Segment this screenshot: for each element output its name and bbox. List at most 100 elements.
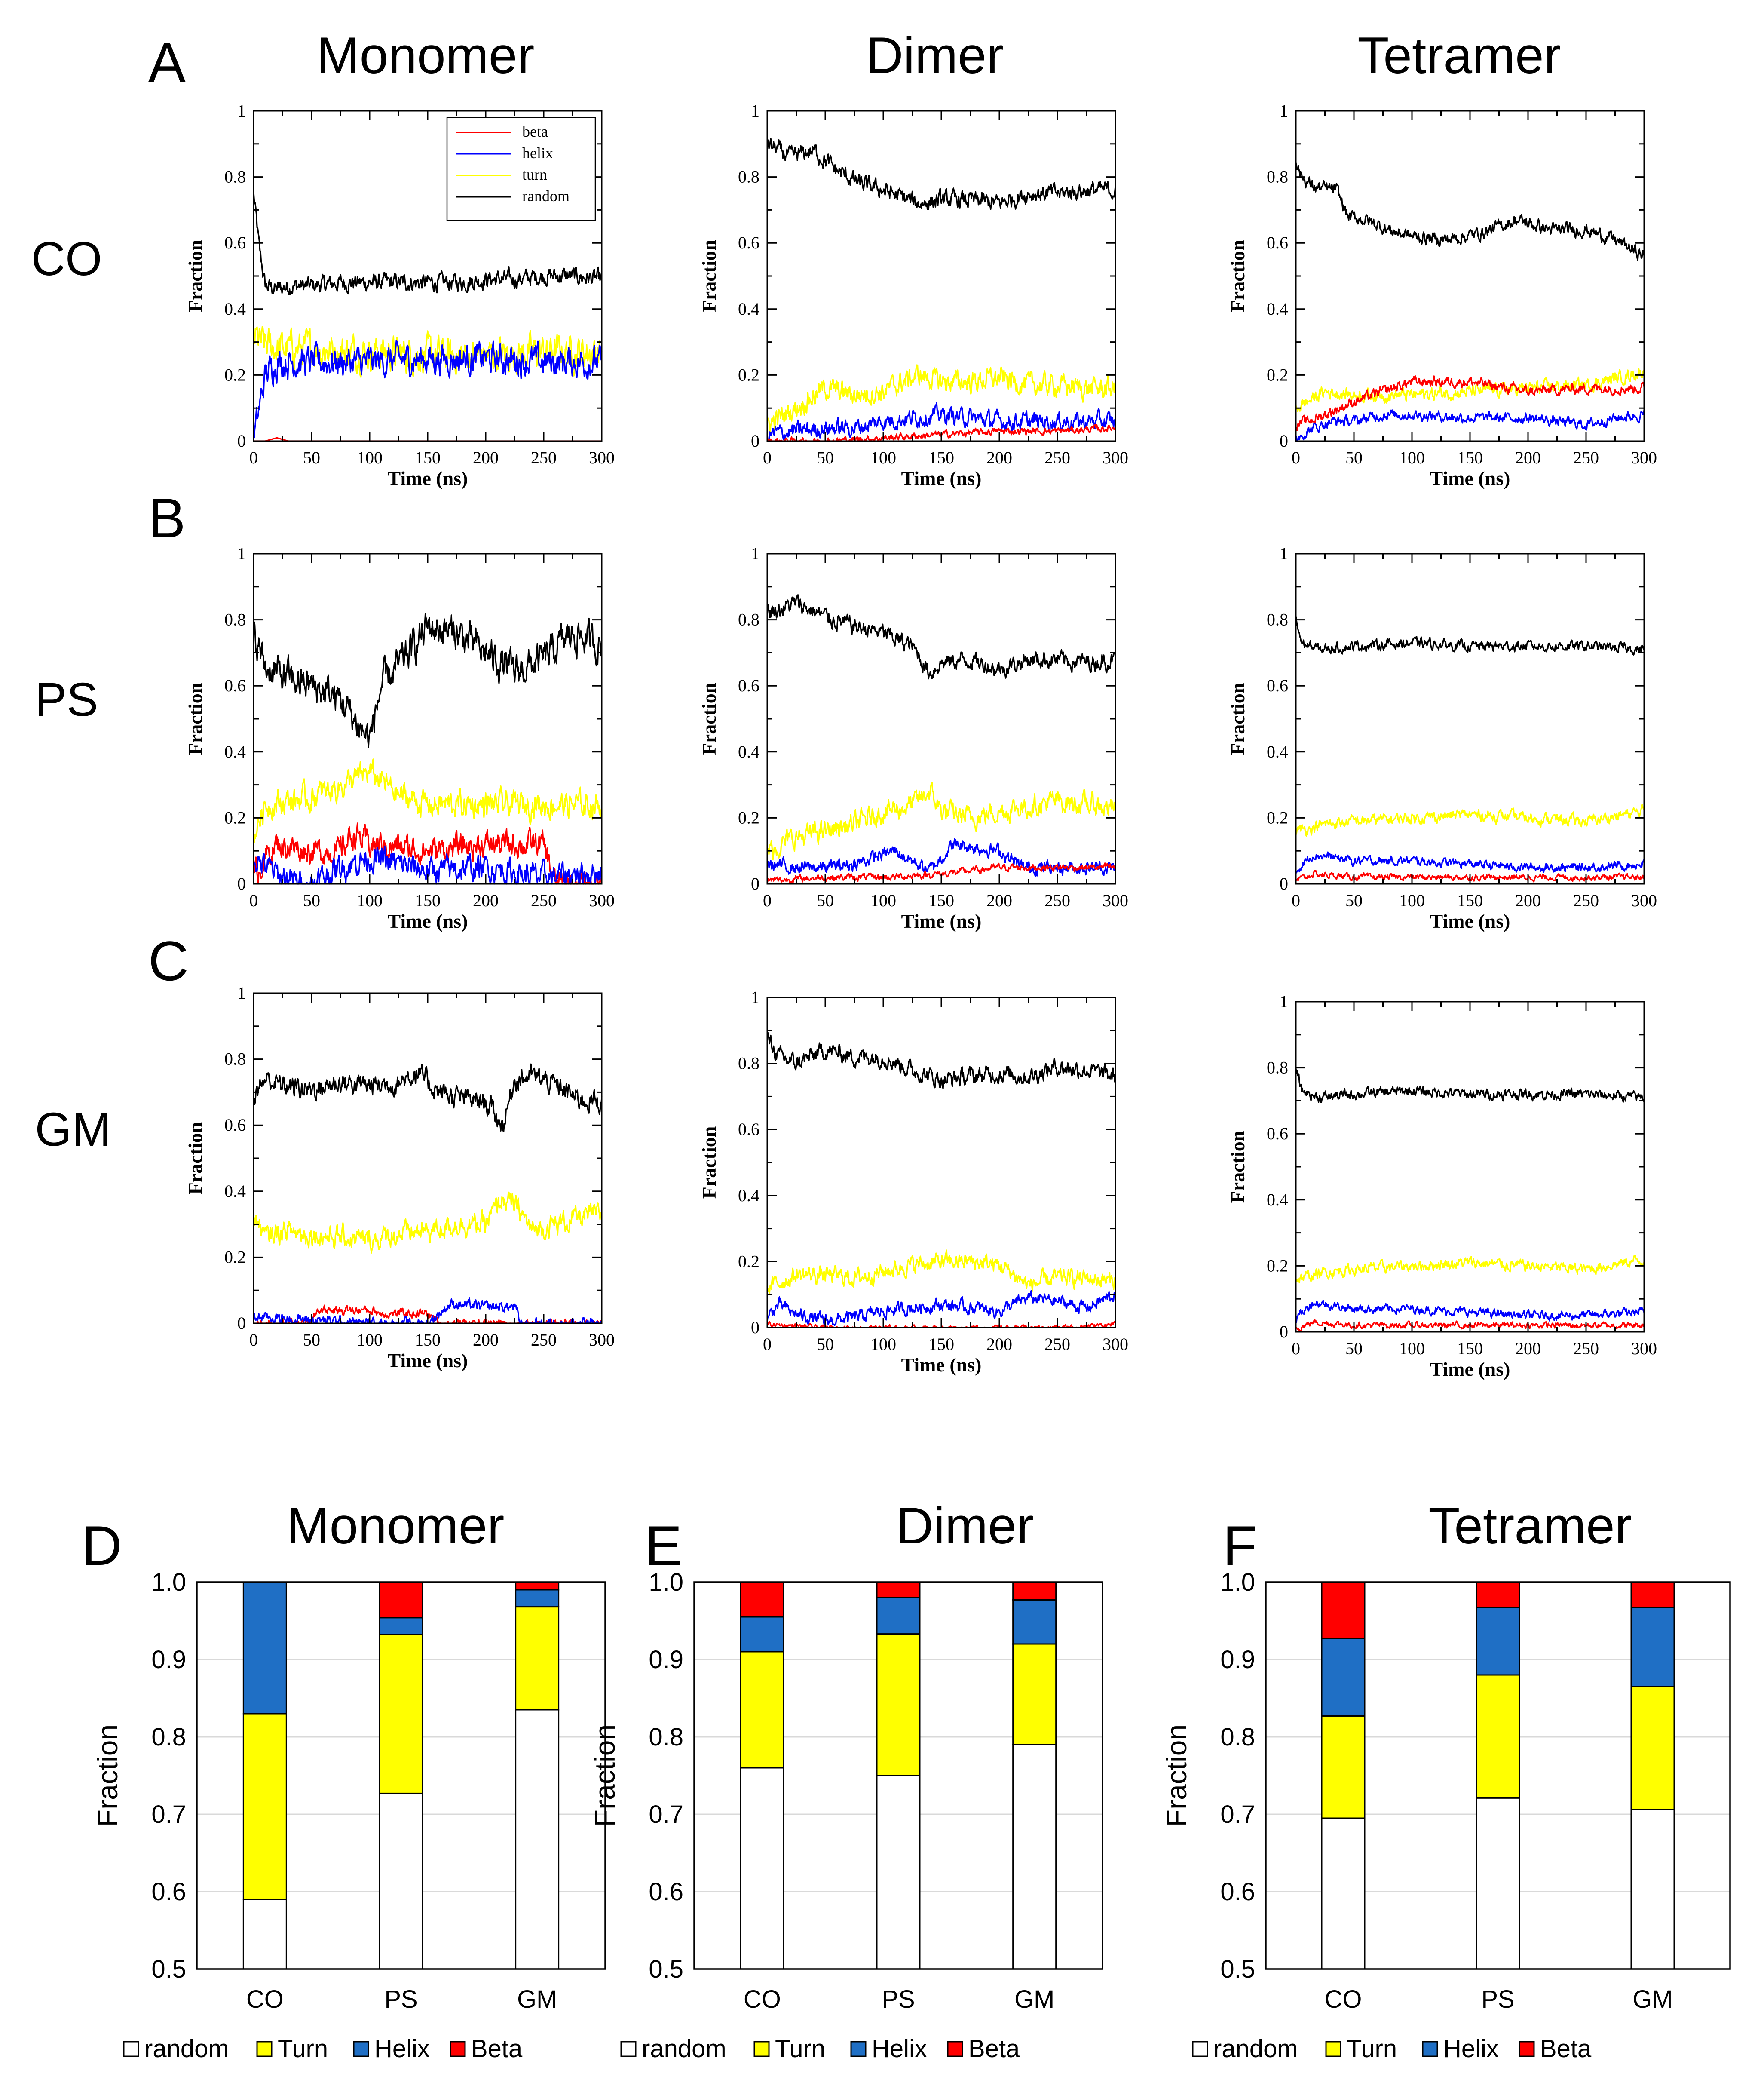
x-tick-label: 100 <box>1399 1339 1425 1358</box>
x-tick-label: 200 <box>986 448 1012 467</box>
x-tick-label: 250 <box>1044 891 1070 910</box>
legend: random Turn Helix Beta <box>620 2035 1020 2063</box>
bar-segment-random-co <box>1321 1817 1366 1970</box>
legend-swatch-turn <box>753 2041 770 2057</box>
x-tick-label: 300 <box>1631 1339 1657 1358</box>
x-tick-label: 100 <box>1399 891 1425 910</box>
y-tick-label: 0.4 <box>224 742 246 761</box>
y-tick-label: 0 <box>237 874 246 893</box>
y-tick-label: 0.8 <box>224 1049 246 1069</box>
y-tick-label: 0.8 <box>738 1054 760 1073</box>
y-tick-label: 1 <box>751 544 760 563</box>
bar-segment-random-gm <box>515 1709 560 1970</box>
y-tick-label: 0.6 <box>649 1878 683 1906</box>
y-tick-label: 0 <box>1280 874 1288 893</box>
y-axis-label: Fraction <box>698 1126 720 1199</box>
y-tick-label: 0.9 <box>1220 1646 1255 1674</box>
x-category-label: GM <box>1014 1985 1054 2013</box>
series-line-turn <box>1295 368 1645 412</box>
y-tick-label: 0.8 <box>649 1723 683 1751</box>
x-tick-label: 250 <box>1573 448 1599 467</box>
y-tick-label: 0.6 <box>1267 1124 1288 1143</box>
x-category-label: GM <box>517 1985 557 2013</box>
x-tick-label: 200 <box>473 891 499 910</box>
x-tick-label: 50 <box>303 891 320 910</box>
x-category-label: PS <box>882 1985 915 2013</box>
x-tick-label: 100 <box>870 448 896 467</box>
y-tick-label: 0 <box>751 874 760 893</box>
y-tick-label: 0.4 <box>224 299 246 319</box>
y-tick-label: 0.6 <box>151 1878 186 1906</box>
x-tick-label: 200 <box>986 1334 1012 1354</box>
bar-segment-helix-co <box>740 1616 784 1653</box>
series-line-random <box>766 1032 1116 1089</box>
y-tick-label: 0.2 <box>738 365 760 384</box>
x-axis-label: Time (ns) <box>1430 467 1510 489</box>
series-line-random <box>1295 162 1645 261</box>
bar-segment-beta-co <box>1321 1581 1366 1639</box>
panel-letter-f: F <box>1223 1514 1257 1577</box>
line-chart-a-monomer: 0 50 100 150 200 250 300 0 0.2 0.4 0.6 0.8 1 Time (ns… <box>184 101 615 489</box>
series-line-turn <box>766 1249 1116 1294</box>
series-line-random <box>253 191 603 296</box>
x-axis-label: Time (ns) <box>901 910 982 932</box>
y-axis-label: Fraction <box>1227 240 1249 313</box>
legend-label-beta: Beta <box>471 2035 523 2063</box>
bar-segment-random-ps <box>876 1775 921 1970</box>
x-tick-label: 0 <box>763 891 772 910</box>
y-tick-label: 0.4 <box>1267 742 1288 761</box>
y-tick-label: 0.6 <box>738 233 760 252</box>
series-line-random <box>253 1063 603 1132</box>
x-tick-label: 200 <box>473 1330 499 1350</box>
series-line-random <box>766 594 1116 680</box>
x-tick-label: 200 <box>1515 891 1541 910</box>
y-tick-label: 0.9 <box>151 1646 186 1674</box>
legend-swatch-helix <box>850 2041 867 2057</box>
y-tick-label: 0.8 <box>1267 1058 1288 1077</box>
legend: random Turn Helix Beta <box>1192 2035 1592 2063</box>
series-line-helix <box>766 1290 1116 1326</box>
legend-label-helix: Helix <box>872 2035 927 2063</box>
bar-segment-helix-co <box>1321 1638 1366 1717</box>
y-tick-label: 0.8 <box>224 610 246 629</box>
x-tick-label: 300 <box>1631 448 1657 467</box>
bar-segment-beta-gm <box>515 1581 560 1591</box>
x-tick-label: 200 <box>1515 1339 1541 1358</box>
legend-label-beta: Beta <box>1540 2035 1592 2063</box>
x-tick-label: 50 <box>303 1330 320 1350</box>
row-label-co: CO <box>31 233 102 285</box>
y-axis-label: Fraction <box>589 1724 621 1827</box>
series-line-turn <box>253 1191 603 1254</box>
bar-segment-beta-gm <box>1630 1581 1675 1608</box>
legend-label-turn: Turn <box>775 2035 825 2063</box>
y-tick-label: 1 <box>237 983 246 1003</box>
y-tick-label: 0 <box>237 431 246 451</box>
y-tick-label: 0.5 <box>649 1955 683 1983</box>
line-chart-b-monomer: 0 50 100 150 200 250 300 0 0.2 0.4 0.6 0.8 1 Time (ns… <box>184 544 615 932</box>
y-tick-label: 0.2 <box>738 1251 760 1271</box>
legend: random Turn Helix Beta <box>123 2035 523 2063</box>
legend-label-helix: helix <box>522 144 553 162</box>
legend-swatch-turn <box>1325 2041 1341 2057</box>
column-title-tetramer: Tetramer <box>1357 27 1561 84</box>
y-tick-label: 0.7 <box>649 1800 683 1828</box>
bar-segment-beta-co <box>740 1581 784 1618</box>
x-tick-label: 250 <box>531 891 557 910</box>
bar-segment-helix-ps <box>379 1617 423 1635</box>
x-tick-label: 250 <box>1044 1334 1070 1354</box>
y-tick-label: 0.2 <box>224 808 246 827</box>
x-tick-label: 50 <box>817 1334 834 1354</box>
y-tick-label: 0.2 <box>738 808 760 827</box>
bar-segment-helix-gm <box>1012 1599 1057 1645</box>
y-axis-label: Fraction <box>184 1122 206 1195</box>
plot-frame <box>1265 1581 1731 1970</box>
series-line-random <box>1295 616 1645 656</box>
bar-chart-e-dimer: 0.5 0.6 0.7 0.8 0.9 1.0 CO PS GM Fraction random Tu… <box>589 1568 1103 2063</box>
bar-segment-helix-gm <box>1630 1607 1675 1687</box>
x-tick-label: 150 <box>928 891 954 910</box>
bar-segment-random-ps <box>1476 1797 1520 1970</box>
bar-segment-random-co <box>740 1767 784 1970</box>
x-tick-label: 200 <box>986 891 1012 910</box>
bar-chart-d-monomer: 0.5 0.6 0.7 0.8 0.9 1.0 CO PS GM Fraction random Tu… <box>92 1568 606 2063</box>
panel-letter-c: C <box>148 929 189 992</box>
